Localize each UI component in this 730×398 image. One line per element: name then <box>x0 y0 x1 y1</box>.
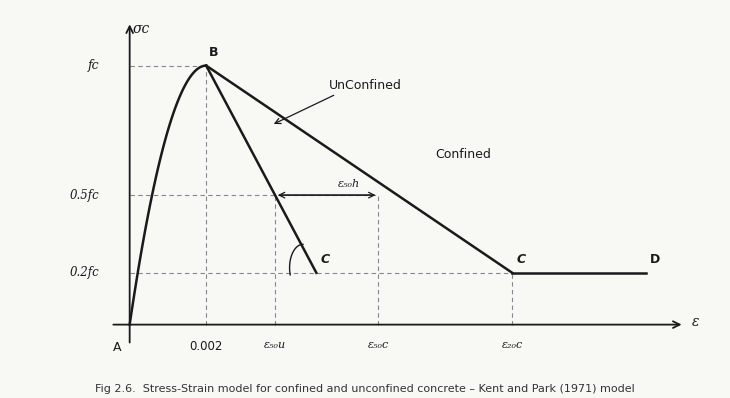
Text: 0.2fc: 0.2fc <box>69 266 99 279</box>
Text: 0.5fc: 0.5fc <box>69 189 99 202</box>
Text: σc: σc <box>133 22 150 36</box>
Text: A: A <box>112 341 121 355</box>
Text: ε₅₀u: ε₅₀u <box>264 340 286 350</box>
Text: D: D <box>650 254 660 266</box>
Text: ε₂₀c: ε₂₀c <box>502 340 523 350</box>
Text: B: B <box>210 46 219 59</box>
Text: Fig 2.6.  Stress-Strain model for confined and unconfined concrete – Kent and Pa: Fig 2.6. Stress-Strain model for confine… <box>95 384 635 394</box>
Text: UnConfined: UnConfined <box>328 78 402 92</box>
Text: Confined: Confined <box>436 148 491 162</box>
Text: ε₅₀h: ε₅₀h <box>338 179 361 189</box>
Text: C: C <box>516 254 525 266</box>
Text: 0.002: 0.002 <box>190 340 223 353</box>
Text: ε₅₀c: ε₅₀c <box>368 340 389 350</box>
Text: ε: ε <box>692 315 699 329</box>
Text: C: C <box>320 254 329 266</box>
Text: fc: fc <box>88 59 99 72</box>
